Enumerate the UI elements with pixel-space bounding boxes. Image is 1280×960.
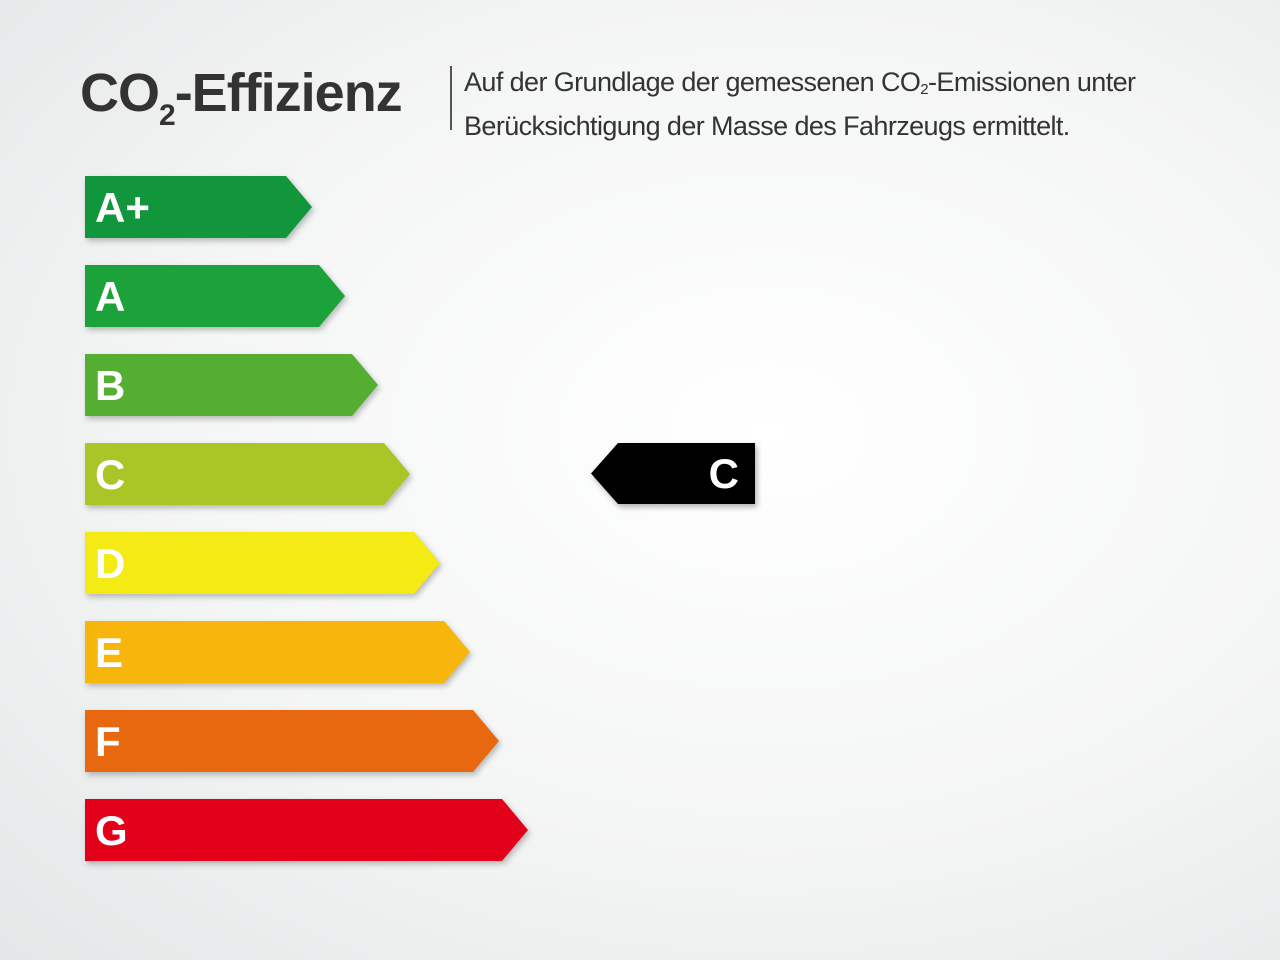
class-bar-shape	[85, 532, 440, 594]
class-label: C	[95, 451, 126, 498]
class-label: A+	[95, 184, 150, 231]
class-label: A	[95, 273, 126, 320]
class-label: B	[95, 362, 126, 409]
class-label: D	[95, 540, 126, 587]
desc-text: Auf der Grundlage der gemessenen CO	[464, 67, 921, 97]
class-bar-e: E	[85, 621, 470, 683]
rating-arrow-shape	[591, 443, 755, 504]
title-subscript: 2	[159, 99, 176, 132]
desc-subscript: 2	[920, 81, 929, 98]
desc-text: -Emissionen unter	[928, 67, 1136, 97]
class-bar-shape	[85, 354, 378, 416]
class-bar-shape	[85, 265, 345, 327]
title-text-suffix: -Effizienz	[174, 63, 403, 123]
rating-indicator: C	[591, 443, 755, 504]
class-label: G	[95, 807, 128, 854]
class-bar-b: B	[85, 354, 378, 416]
class-bar-c: C	[85, 443, 410, 505]
class-bar-shape	[85, 176, 312, 238]
title-text: CO	[80, 63, 160, 123]
class-bar-shape	[85, 621, 470, 683]
description-line-1: Auf der Grundlage der gemessenen CO2-Emi…	[464, 64, 1136, 108]
class-bar-shape	[85, 710, 499, 772]
class-bar-f: F	[85, 710, 499, 772]
class-bar-a-plus: A+	[85, 176, 312, 238]
class-bar-shape	[85, 443, 410, 505]
class-bar-d: D	[85, 532, 440, 594]
class-label: E	[95, 629, 124, 676]
description-line-2: Berücksichtigung der Masse des Fahrzeugs…	[464, 111, 1070, 141]
rating-label: C	[708, 450, 739, 497]
description: Auf der Grundlage der gemessenen CO2-Emi…	[464, 64, 1136, 145]
class-bar-a: A	[85, 265, 345, 327]
page-title: CO2-Effizienz	[80, 62, 403, 133]
class-label: F	[95, 718, 121, 765]
class-bar-shape	[85, 799, 528, 861]
divider	[450, 66, 452, 130]
class-bar-g: G	[85, 799, 528, 861]
